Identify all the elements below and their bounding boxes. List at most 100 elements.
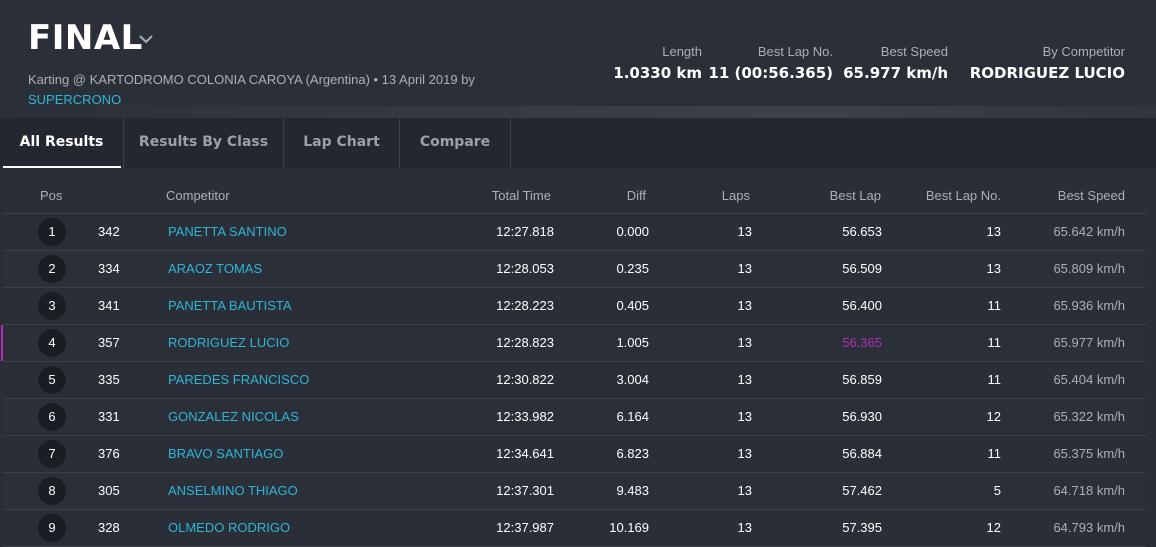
- diff-value: 0.405: [616, 298, 649, 313]
- stat-label: Length: [662, 44, 702, 59]
- table-row[interactable]: 1 342 PANETTA SANTINO 12:27.818 0.000 13 56.65…: [3, 214, 1146, 251]
- col-competitor[interactable]: Competitor: [166, 188, 230, 203]
- total-time: 12:28.223: [496, 298, 554, 313]
- competitor-link[interactable]: BRAVO SANTIAGO: [168, 446, 284, 461]
- kart-number: 376: [98, 446, 120, 461]
- page-title: FINAL: [28, 18, 143, 58]
- timing-provider-link[interactable]: SUPERCRONO: [28, 92, 122, 107]
- table-row[interactable]: 7 376 BRAVO SANTIAGO 12:34.641 6.823 13 56.884…: [3, 436, 1146, 473]
- kart-number: 341: [98, 298, 120, 313]
- best-speed-value: 64.718 km/h: [1053, 483, 1125, 498]
- col-diff[interactable]: Diff: [626, 188, 646, 203]
- laps-value: 13: [737, 298, 752, 313]
- col-best-lap-no[interactable]: Best Lap No.: [925, 188, 1001, 203]
- total-time: 12:34.641: [496, 446, 554, 461]
- competitor-link[interactable]: RODRIGUEZ LUCIO: [168, 335, 290, 350]
- best-lap-value: 57.395: [842, 520, 882, 535]
- best-lap-value: 56.400: [842, 298, 882, 313]
- stat-value: 65.977 km/h: [843, 64, 948, 82]
- best-lap-value: 56.930: [842, 409, 882, 424]
- position-badge: 6: [38, 403, 66, 431]
- position-badge: 4: [38, 329, 66, 357]
- stat-value: 11 (00:56.365): [708, 64, 833, 82]
- table-row[interactable]: 5 335 PAREDES FRANCISCO 12:30.822 3.004 13 56.…: [3, 362, 1146, 399]
- best-lap-no-value: 11: [987, 335, 1002, 350]
- stat-value: 1.0330 km: [613, 64, 702, 82]
- laps-value: 13: [737, 335, 752, 350]
- kart-number: 357: [98, 335, 120, 350]
- best-lap-value: 57.462: [842, 483, 882, 498]
- kart-number: 335: [98, 372, 120, 387]
- stat-best-lap-no: Best Lap No. 11 (00:56.365): [708, 44, 833, 82]
- diff-value: 3.004: [616, 372, 649, 387]
- table-row[interactable]: 4 357 RODRIGUEZ LUCIO 12:28.823 1.005 13 56.36…: [1, 325, 1146, 362]
- col-best-lap[interactable]: Best Lap: [829, 188, 881, 203]
- tab-all-results[interactable]: All Results: [0, 118, 124, 168]
- best-speed-value: 65.936 km/h: [1053, 298, 1125, 313]
- laps-value: 13: [737, 483, 752, 498]
- laps-value: 13: [737, 446, 752, 461]
- competitor-link[interactable]: GONZALEZ NICOLAS: [168, 409, 299, 424]
- diff-value: 1.005: [616, 335, 649, 350]
- laps-value: 13: [737, 224, 752, 239]
- chevron-down-icon[interactable]: [137, 30, 155, 48]
- best-lap-no-value: 12: [986, 409, 1001, 424]
- laps-value: 13: [737, 372, 752, 387]
- kart-number: 342: [98, 224, 120, 239]
- diff-value: 6.164: [616, 409, 649, 424]
- total-time: 12:37.987: [496, 520, 554, 535]
- results-tabs: All Results Results By Class Lap Chart C…: [0, 118, 1156, 168]
- laps-value: 13: [737, 520, 752, 535]
- diff-value: 0.235: [616, 261, 649, 276]
- stat-value: RODRIGUEZ LUCIO: [969, 64, 1125, 82]
- laps-value: 13: [737, 261, 752, 276]
- best-lap-no-value: 13: [986, 224, 1001, 239]
- competitor-link[interactable]: PAREDES FRANCISCO: [168, 372, 310, 387]
- col-pos[interactable]: Pos: [40, 188, 63, 203]
- stat-label: Best Speed: [880, 44, 948, 59]
- best-lap-value: 56.884: [842, 446, 882, 461]
- col-laps[interactable]: Laps: [721, 188, 750, 203]
- position-badge: 7: [38, 440, 66, 468]
- stat-length: Length 1.0330 km: [613, 44, 702, 82]
- best-speed-value: 65.375 km/h: [1053, 446, 1125, 461]
- competitor-link[interactable]: ARAOZ TOMAS: [168, 261, 263, 276]
- tab-lap-chart[interactable]: Lap Chart: [284, 118, 400, 168]
- competitor-link[interactable]: PANETTA BAUTISTA: [168, 298, 292, 313]
- stat-label: Best Lap No.: [757, 44, 833, 59]
- position-badge: 3: [38, 292, 66, 320]
- tab-results-by-class[interactable]: Results By Class: [124, 118, 284, 168]
- table-row[interactable]: 2 334 ARAOZ TOMAS 12:28.053 0.235 13 56.509 13 6…: [3, 251, 1146, 288]
- best-lap-no-value: 11: [987, 446, 1002, 461]
- table-row[interactable]: 8 305 ANSELMINO THIAGO 12:37.301 9.483 13 57.4…: [3, 473, 1146, 510]
- competitor-link[interactable]: ANSELMINO THIAGO: [168, 483, 298, 498]
- best-lap-no-value: 11: [987, 372, 1002, 387]
- table-header: Pos Competitor Total Time Diff Laps Best…: [3, 177, 1146, 214]
- table-row[interactable]: 6 331 GONZALEZ NICOLAS 12:33.982 6.164 13 56.9…: [3, 399, 1146, 436]
- diff-value: 9.483: [616, 483, 649, 498]
- total-time: 12:28.053: [496, 261, 554, 276]
- best-lap-value: 56.859: [842, 372, 882, 387]
- col-total-time[interactable]: Total Time: [491, 188, 551, 203]
- kart-number: 305: [98, 483, 120, 498]
- header-banner-stripe: [0, 106, 1156, 118]
- table-row[interactable]: 3 341 PANETTA BAUTISTA 12:28.223 0.405 13 56.4…: [3, 288, 1146, 325]
- kart-number: 334: [98, 261, 120, 276]
- best-speed-value: 64.793 km/h: [1053, 520, 1125, 535]
- total-time: 12:28.823: [496, 335, 554, 350]
- tab-compare[interactable]: Compare: [400, 118, 511, 168]
- best-lap-no-value: 12: [986, 520, 1001, 535]
- best-lap-value: 56.365: [842, 335, 882, 350]
- position-badge: 1: [38, 218, 66, 246]
- results-table: Pos Competitor Total Time Diff Laps Best…: [1, 177, 1146, 547]
- col-best-speed[interactable]: Best Speed: [1057, 188, 1125, 203]
- total-time: 12:27.818: [496, 224, 554, 239]
- position-badge: 2: [38, 255, 66, 283]
- event-subtitle: Karting @ KARTODROMO COLONIA CAROYA (Arg…: [28, 70, 548, 110]
- event-header: FINAL Karting @ KARTODROMO COLONIA CAROY…: [0, 0, 1156, 118]
- competitor-link[interactable]: PANETTA SANTINO: [168, 224, 287, 239]
- laps-value: 13: [737, 409, 752, 424]
- table-row[interactable]: 9 328 OLMEDO RODRIGO 12:37.987 10.169 13 57.39…: [3, 510, 1146, 547]
- competitor-link[interactable]: OLMEDO RODRIGO: [168, 520, 291, 535]
- best-lap-value: 56.653: [842, 224, 882, 239]
